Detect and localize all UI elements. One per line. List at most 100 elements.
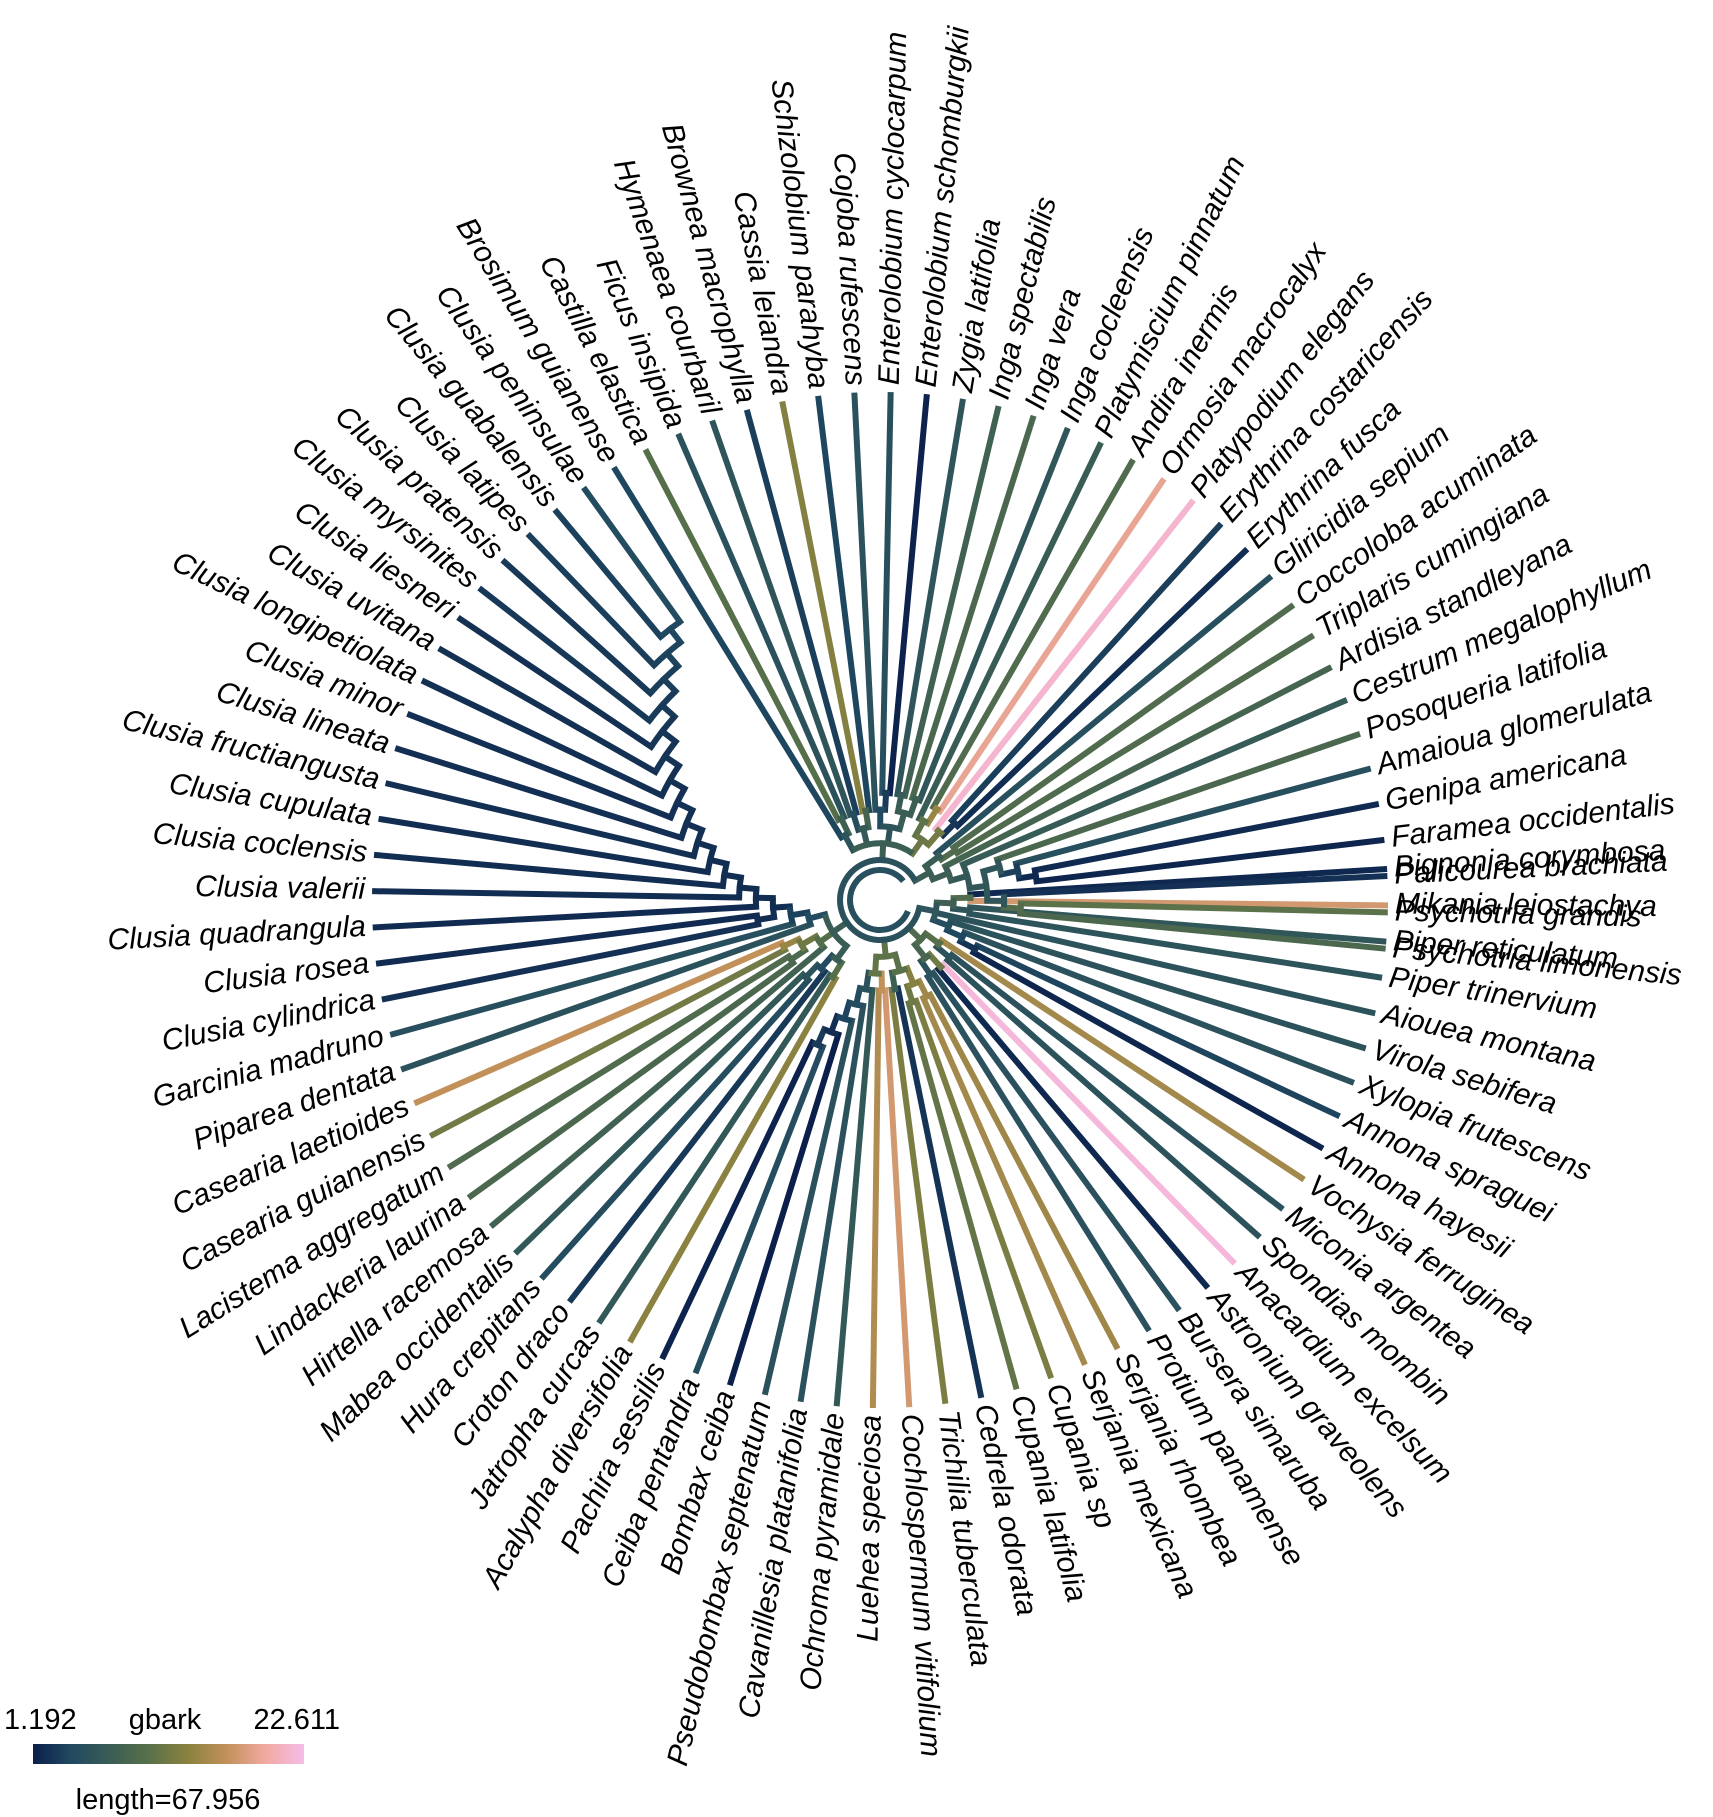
tree-branch [658,727,680,746]
tree-branch [929,968,1182,1313]
tree-branch [929,458,1136,812]
tree-branch [932,573,1274,858]
legend-variable-label: gbark [129,1704,202,1736]
tree-branch [908,414,1037,802]
tree-branch [894,985,985,1399]
tree-branch [500,557,655,698]
tree-branch [931,909,1376,1017]
tree-branch [797,1002,867,1403]
tree-branch [932,942,954,962]
tree-branch [1017,900,1388,916]
tree-branch-arc [847,867,911,934]
tree-branch [882,987,913,1408]
tree-branch [611,465,846,842]
tip-label: Enterolobium cyclocarpum [873,31,913,385]
tree-branch [673,798,697,815]
tip-label: Luehea speciosa [852,1415,888,1642]
tree-branch [921,852,944,871]
tip-label: Mikania leiostachya [1395,887,1657,923]
tree-branch [888,986,949,1405]
legend-max-label: 22.611 [253,1704,340,1736]
tree-branch [384,780,698,860]
tree-branch [779,935,803,951]
tree-branch [1000,904,1024,912]
tree-branch [1016,910,1386,952]
tree-branch [394,745,686,842]
tree-branch [816,951,837,973]
tree-branch [813,1025,829,1049]
tree-branch [862,807,872,831]
tree-branch [827,1012,841,1037]
tree-branch [1012,765,1372,868]
tree-branch [869,987,882,1409]
tree-branch [919,994,1088,1367]
tree-branch [446,952,793,1171]
tree-branch [428,945,790,1139]
tree-branch [915,977,931,1001]
tree-branch [375,912,761,967]
color-legend: 1.192 gbark 22.611 length=67.956 [4,1704,340,1816]
tree-branch [581,485,685,626]
tree-branch [997,867,1022,878]
tip-label: Clusia valerii [195,870,367,906]
tree-branch [912,997,1055,1380]
tree-branch [894,398,966,798]
tree-branch [726,1030,843,1387]
tree-branch [566,967,829,1304]
tree-branch [642,448,843,824]
tree-branch [935,477,1167,816]
tree-branch [910,868,934,885]
tree-branch [966,882,990,892]
legend-length-label: length=67.956 [76,1784,261,1816]
tree-branch [743,409,860,817]
tree-branch [539,975,813,1281]
tip-label: Clusia quadrangula [107,910,367,957]
tree-branch [437,645,660,776]
tree-branch [946,917,1367,1052]
tree-branch [937,845,960,864]
tree-branch [931,498,1196,834]
tree-branch [675,432,849,821]
tree-branch [736,884,760,893]
tree-branch [938,960,1237,1266]
tree-branch [406,711,675,822]
tree-branch [943,955,1262,1240]
tree-branch [915,426,1071,805]
tree-branch [969,948,1325,1152]
tree-branch [769,903,794,911]
tree-branch [413,938,786,1107]
tree-branch [937,936,1306,1183]
tree-branch [901,405,1002,800]
tree-branch [852,984,864,1009]
tree-branch [915,904,940,915]
tree-branch [840,831,857,855]
tree-branch [456,614,656,751]
tree-branch [903,964,918,988]
tree-branch [973,941,1341,1119]
tree-branch [908,835,927,858]
tree-branch [926,990,1121,1351]
tree-branch [488,943,828,1229]
tree-branch [761,1017,856,1396]
tree-branch [657,701,679,721]
tree-branch [513,970,808,1256]
tree-branch [372,903,760,931]
tree-branch [779,400,867,815]
tree-branch [993,730,1362,864]
tree-branch [915,441,1104,823]
tree-branch [692,1043,827,1375]
tree-branch [934,964,1211,1290]
tree-branches [372,392,1389,1409]
tree-branch [879,392,894,796]
tree-branch [525,531,659,670]
tree-branch [372,888,743,901]
tree-branch [682,819,706,834]
tip-label: Cojoba rufescens [827,152,872,387]
tree-branch [720,871,745,881]
legend-color-bar [33,1744,304,1764]
tree-branch [659,1038,817,1361]
tree-branch [903,982,917,1006]
tree-branch [953,546,1250,831]
tree-branch [886,393,930,797]
